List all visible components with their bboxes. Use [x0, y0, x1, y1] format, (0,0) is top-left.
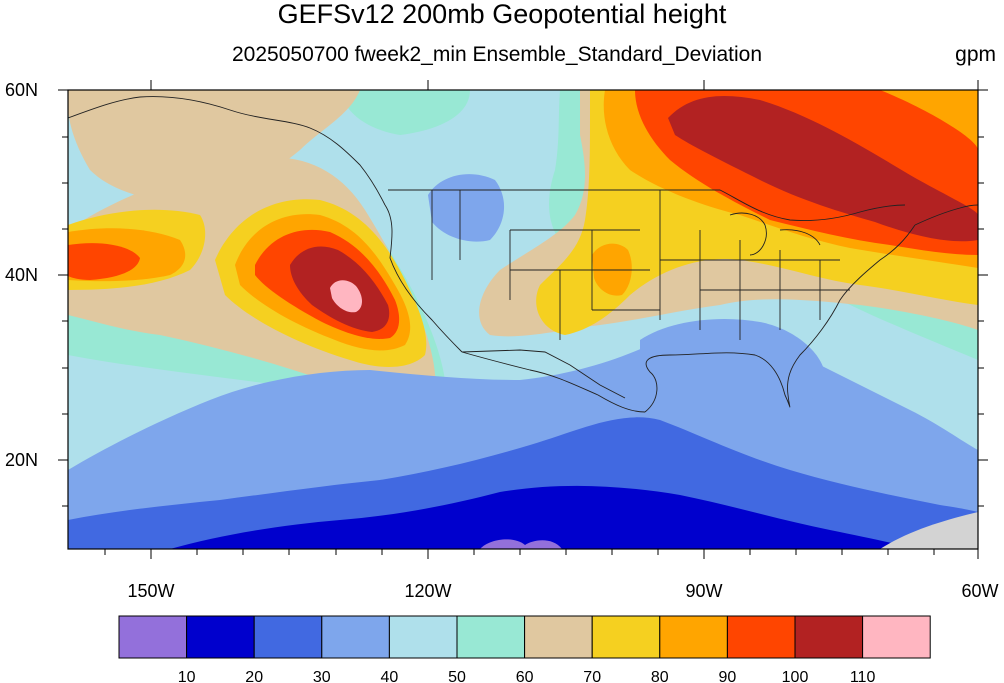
contour-peak — [330, 280, 362, 313]
lat-label-20n: 20N — [5, 450, 38, 470]
colorbar-swatch — [118, 615, 188, 659]
colorbar-label: 70 — [583, 669, 601, 683]
lon-label-120w: 120W — [404, 581, 451, 601]
coastline-pacific — [384, 204, 463, 353]
colorbar-swatch — [186, 615, 255, 659]
state-lines-east — [659, 190, 850, 340]
colorbar-label: 50 — [448, 669, 466, 683]
colorbar-swatch — [321, 615, 390, 659]
colorbar-label: 110 — [850, 669, 876, 683]
colorbar-label: 20 — [245, 669, 263, 683]
coastline-mexico-west — [461, 351, 646, 413]
plot-frame — [67, 89, 979, 550]
colorbar-label: 10 — [178, 669, 196, 683]
coastlines-and-borders — [68, 96, 978, 413]
coastline-northeast — [914, 204, 978, 226]
colorbar-swatch — [456, 615, 526, 659]
state-lines-west — [431, 190, 660, 340]
lat-label-60n: 60N — [5, 80, 38, 100]
colorbar-swatch — [659, 615, 728, 659]
contour-40-gulf — [640, 319, 826, 417]
coastline-alaska — [68, 96, 386, 206]
colorbar: 10 20 30 40 50 60 70 80 90 100 110 — [118, 615, 931, 683]
colorbar-swatch — [591, 615, 661, 659]
great-lakes — [729, 212, 821, 256]
coastline-gulf — [644, 224, 916, 413]
contour-60-north — [340, 90, 470, 135]
border-canada — [388, 189, 906, 221]
contour-100-west — [68, 243, 140, 280]
units-label: gpm — [955, 43, 996, 66]
lon-label-90w: 90W — [685, 581, 722, 601]
colorbar-swatch — [794, 615, 864, 659]
tick-marks — [58, 80, 988, 559]
colorbar-label: 80 — [651, 669, 669, 683]
lat-label-40n: 40N — [5, 265, 38, 285]
colorbar-swatch — [388, 615, 458, 659]
colorbar-label: 60 — [516, 669, 534, 683]
colorbar-swatch — [726, 615, 796, 659]
colorbar-label: 40 — [381, 669, 399, 683]
border-mexico — [461, 349, 626, 399]
contour-70-north — [68, 90, 360, 201]
colorbar-label: 30 — [313, 669, 331, 683]
contour-40-plateau — [428, 174, 505, 242]
lon-label-150w: 150W — [127, 581, 174, 601]
colorbar-swatch — [524, 615, 593, 659]
contour-missing-corner — [880, 512, 978, 549]
contour-20-band — [170, 485, 920, 549]
colorbar-label: 100 — [782, 669, 809, 683]
map-title: GEFSv12 200mb Geopotential height — [277, 0, 727, 29]
colorbar-swatch — [862, 615, 931, 659]
lon-label-60w: 60W — [961, 581, 998, 601]
colorbar-label: 90 — [719, 669, 737, 683]
contour-10-spot — [480, 539, 562, 549]
colorbar-swatch — [253, 615, 323, 659]
map-subtitle: 2025050700 fweek2_min Ensemble_Standard_… — [232, 43, 763, 66]
